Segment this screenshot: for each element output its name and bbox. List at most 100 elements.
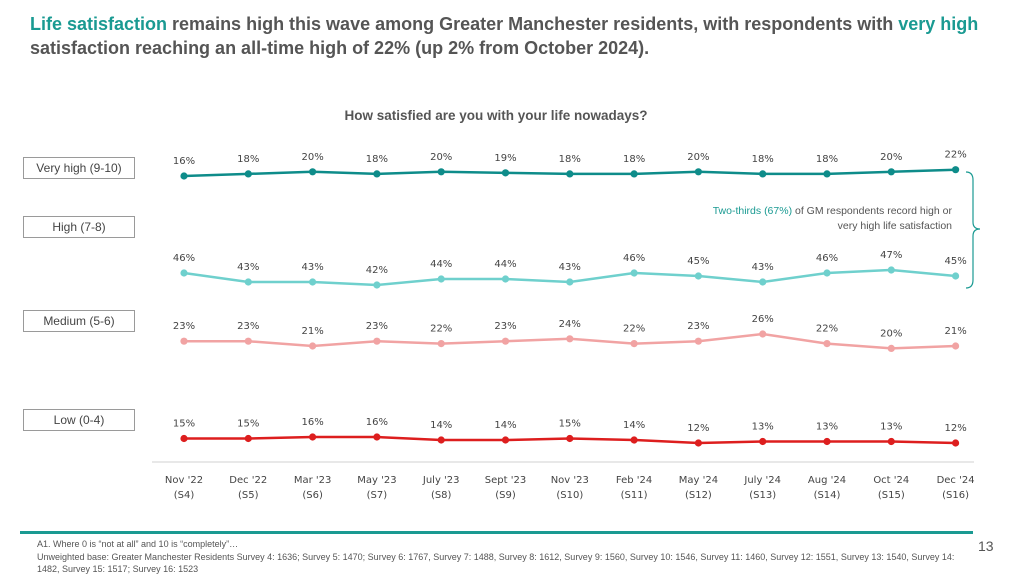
data-point (373, 170, 381, 178)
bracket-annotation (965, 171, 981, 289)
data-label: 13% (752, 422, 774, 433)
data-point (501, 436, 510, 444)
category-label-low: Low (0-4) (23, 409, 135, 431)
headline: Life satisfaction remains high this wave… (30, 12, 990, 60)
annotation-highlight: Two-thirds (67%) (712, 205, 793, 217)
x-tick-label: May '24 (679, 475, 718, 486)
series-0: 16% 18% 20% 18% 20% 19% 18% 18% 20% 18% 18% 20% 22% (173, 150, 967, 180)
data-point (694, 168, 703, 176)
data-label: 18% (816, 154, 838, 165)
data-label: 45% (944, 256, 966, 267)
x-tick-sublabel: (S15) (878, 490, 905, 501)
data-point (566, 170, 574, 178)
data-point (309, 168, 317, 176)
data-label: 13% (816, 422, 838, 433)
data-point (373, 337, 381, 345)
data-label: 13% (880, 422, 902, 433)
data-label: 16% (301, 417, 323, 428)
data-point (437, 168, 445, 176)
data-point (823, 269, 831, 277)
x-tick-sublabel: (S13) (749, 490, 776, 501)
headline-text-1: remains high this wave among Greater Man… (167, 14, 899, 34)
headline-highlight-1: Life satisfaction (30, 14, 168, 34)
data-label: 45% (687, 256, 709, 267)
data-label: 22% (623, 324, 645, 335)
x-tick-label: Mar '23 (294, 475, 332, 486)
data-point (373, 433, 381, 441)
data-point (694, 439, 703, 447)
data-label: 46% (623, 253, 645, 264)
category-label-very-high: Very high (9-10) (23, 157, 135, 179)
data-label: 21% (301, 326, 323, 337)
x-tick-label: Dec '24 (937, 475, 975, 486)
data-point (566, 335, 574, 343)
data-point (437, 275, 445, 283)
data-label: 18% (366, 154, 388, 165)
data-point (373, 281, 381, 289)
data-label: 20% (430, 152, 452, 163)
data-point (244, 434, 252, 443)
data-point (952, 272, 960, 280)
data-point (309, 278, 317, 286)
footnote-line-2: Unweighted base: Greater Manchester Resi… (37, 551, 955, 575)
data-label: 22% (816, 324, 838, 335)
x-tick-sublabel: (S6) (302, 490, 323, 501)
footer-divider (20, 531, 973, 534)
data-label: 23% (494, 321, 516, 332)
annotation: Two-thirds (67%) of GM respondents recor… (692, 204, 952, 234)
series-2: 23% 23% 21% 23% 22% 23% 24% 22% 23% 26% 22% 20% 21% (173, 314, 967, 352)
data-point (180, 172, 188, 180)
x-tick-label: Oct '24 (873, 475, 909, 486)
x-tick-sublabel: (S5) (238, 490, 259, 501)
data-label: 20% (687, 152, 709, 163)
data-label: 21% (944, 326, 966, 337)
x-tick-sublabel: (S7) (367, 490, 388, 501)
data-label: 44% (430, 259, 452, 270)
data-point (759, 437, 767, 446)
data-label: 43% (301, 262, 323, 273)
data-label: 43% (237, 262, 259, 273)
data-label: 16% (173, 156, 195, 167)
data-point (887, 266, 895, 274)
data-label: 23% (237, 321, 259, 332)
headline-highlight-2: very high (898, 14, 979, 34)
data-label: 47% (880, 250, 902, 261)
data-point (437, 436, 445, 444)
data-label: 42% (366, 265, 388, 276)
data-label: 18% (623, 154, 645, 165)
series-1: 46% 43% 43% 42% 44% 44% 43% 46% 45% 43% 46% 47% 45% (173, 250, 967, 289)
data-label: 23% (687, 321, 709, 332)
data-point (180, 337, 188, 345)
data-label: 19% (494, 153, 516, 164)
footnote: A1. Where 0 is “not at all” and 10 is “c… (37, 538, 957, 576)
line-chart: 16% 18% 20% 18% 20% 19% 18% 18% 20% 18% 18% 20% 22% 4… (152, 150, 981, 501)
data-label: 14% (430, 420, 452, 431)
data-label: 15% (559, 419, 581, 430)
data-point (630, 436, 638, 444)
data-point (437, 340, 445, 348)
data-label: 16% (366, 417, 388, 428)
x-tick-label: Dec '22 (229, 475, 267, 486)
data-point (244, 278, 252, 286)
data-point (309, 342, 317, 350)
data-point (823, 340, 831, 348)
annotation-text: of GM respondents record high or very hi… (792, 205, 952, 232)
data-label: 23% (366, 321, 388, 332)
data-label: 12% (687, 423, 709, 434)
data-label: 43% (752, 262, 774, 273)
data-label: 24% (559, 319, 581, 330)
data-label: 14% (494, 420, 516, 431)
x-tick-sublabel: (S11) (621, 490, 648, 501)
data-point (694, 337, 703, 345)
data-point (887, 168, 895, 176)
x-tick-sublabel: (S14) (814, 490, 841, 501)
data-point (566, 434, 574, 443)
category-label-medium: Medium (5-6) (23, 310, 135, 332)
data-point (887, 437, 895, 446)
data-point (566, 278, 574, 286)
x-tick-label: July '23 (422, 475, 460, 486)
data-label: 43% (559, 262, 581, 273)
x-tick-label: May '23 (357, 475, 396, 486)
headline-text-2: satisfaction reaching an all-time high o… (30, 38, 650, 58)
data-label: 46% (173, 253, 195, 264)
